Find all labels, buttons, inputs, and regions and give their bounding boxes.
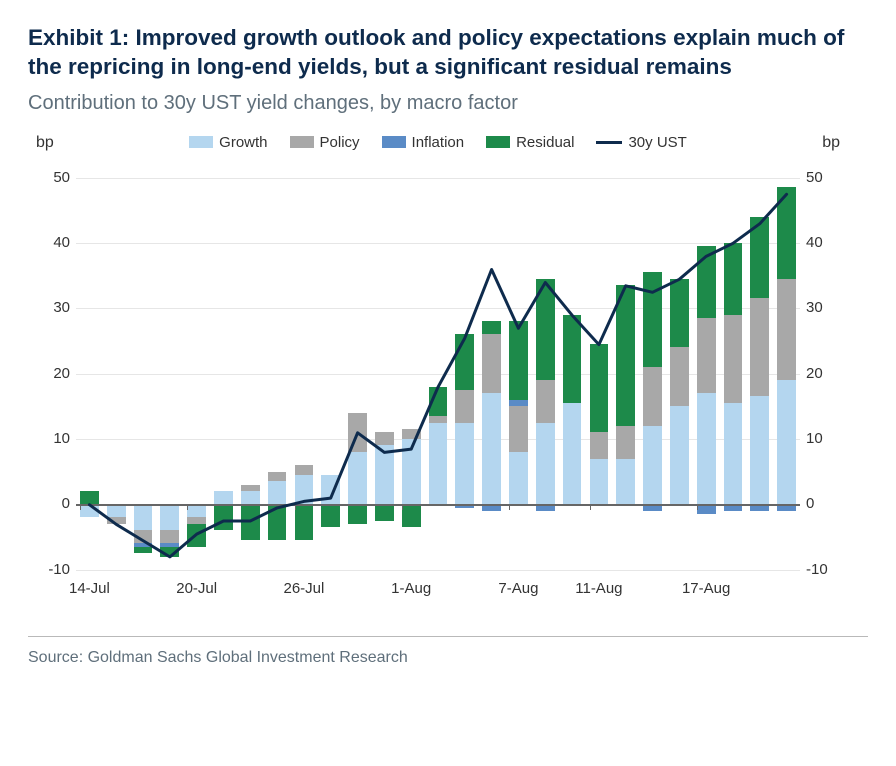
y-tick-label-right: 10 (806, 430, 840, 447)
y-tick-label-right: 30 (806, 299, 840, 316)
legend-item: Residual (486, 134, 574, 151)
y-tick-label-left: 0 (36, 495, 70, 512)
gridline (76, 570, 800, 571)
line-overlay (76, 178, 800, 570)
y-tick-label-right: 40 (806, 234, 840, 251)
y-tick-label-left: 40 (36, 234, 70, 251)
legend-label: 30y UST (628, 134, 686, 151)
legend-label: Growth (219, 134, 267, 151)
y-tick-label-right: -10 (806, 561, 840, 578)
plot-area: -10-10001010202030304040505014-Jul20-Jul… (76, 178, 800, 570)
x-tick-label: 14-Jul (69, 580, 110, 597)
legend: Growth Policy Inflation Residual 30y UST (28, 134, 848, 151)
x-tick-label: 11-Aug (575, 580, 622, 597)
legend-label: Policy (320, 134, 360, 151)
legend-swatch (290, 136, 314, 148)
legend-swatch (382, 136, 406, 148)
y-tick-label-right: 50 (806, 169, 840, 186)
chart-container: bp bp GrowthPolicyInflationResidual30y U… (28, 134, 848, 614)
chart-subtitle: Contribution to 30y UST yield changes, b… (28, 90, 868, 116)
y-tick-label-left: 10 (36, 430, 70, 447)
x-tick-label: 1-Aug (391, 580, 431, 597)
legend-label: Residual (516, 134, 574, 151)
x-tick-label: 7-Aug (498, 580, 538, 597)
chart-title: Exhibit 1: Improved growth outlook and p… (28, 24, 868, 82)
legend-swatch (486, 136, 510, 148)
y-tick-label-left: 30 (36, 299, 70, 316)
legend-item: Growth (189, 134, 267, 151)
x-tick-label: 20-Jul (176, 580, 217, 597)
legend-label: Inflation (412, 134, 465, 151)
x-tick-label: 17-Aug (682, 580, 730, 597)
legend-item: Inflation (382, 134, 465, 151)
y-tick-label-right: 20 (806, 365, 840, 382)
legend-line-swatch (596, 141, 622, 144)
source-text: Source: Goldman Sachs Global Investment … (28, 649, 868, 667)
y-tick-label-left: 20 (36, 365, 70, 382)
legend-item: 30y UST (596, 134, 686, 151)
line-30y-ust (89, 194, 786, 557)
y-tick-label-left: 50 (36, 169, 70, 186)
legend-swatch (189, 136, 213, 148)
y-tick-label-right: 0 (806, 495, 840, 512)
x-tick-label: 26-Jul (283, 580, 324, 597)
y-tick-label-left: -10 (36, 561, 70, 578)
divider (28, 636, 868, 637)
legend-item: Policy (290, 134, 360, 151)
